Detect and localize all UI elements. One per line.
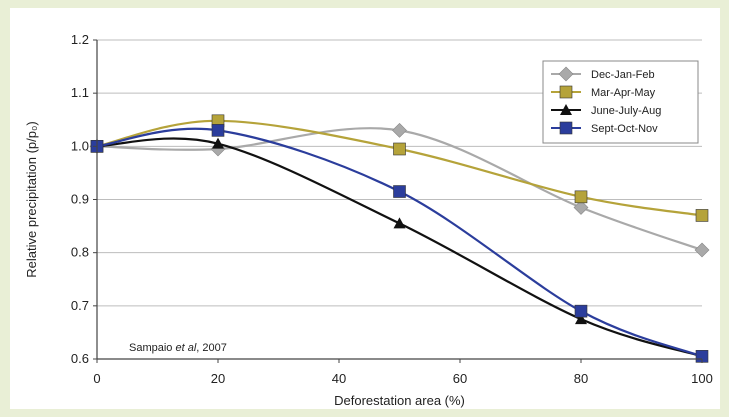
y-tick-label: 1.1 — [71, 85, 89, 100]
tick-labels: 0.6 0.7 0.8 0.9 1.0 1.1 1.2 0 20 40 60 80 100 — [71, 32, 713, 386]
x-tick-label: 20 — [211, 371, 225, 386]
y-tick-label: 1.2 — [71, 32, 89, 47]
series-line — [96, 137, 703, 358]
legend-label: June-July-Aug — [591, 105, 661, 117]
line-chart: 0.6 0.7 0.8 0.9 1.0 1.1 1.2 0 20 40 60 80 100 Relati… — [24, 32, 713, 408]
data-point — [212, 137, 224, 149]
x-tick-label: 100 — [691, 371, 713, 386]
series-sept-oct-nov — [90, 124, 709, 363]
data-point — [211, 124, 225, 137]
data-point — [574, 304, 588, 318]
chart-frame: 0.6 0.7 0.8 0.9 1.0 1.1 1.2 0 20 40 60 80 100 Relati… — [10, 8, 720, 409]
y-axis-label: Relative precipitation (p/p₀) — [24, 121, 39, 277]
grid-lines — [97, 39, 702, 307]
data-point — [575, 313, 587, 325]
legend: Dec-Jan-Feb Mar-Apr-May June-July-Aug Sept-… — [542, 60, 699, 144]
data-point — [393, 142, 406, 156]
legend-marker — [560, 104, 572, 115]
source-annotation: Sampaio et al, 2007 — [129, 342, 227, 354]
y-tick-label: 0.6 — [71, 351, 89, 366]
series-line — [96, 127, 703, 358]
legend-marker — [559, 121, 573, 135]
legend-label: Sept-Oct-Nov — [591, 123, 658, 135]
x-tick-label: 60 — [453, 371, 467, 386]
legend-label: Mar-Apr-May — [591, 87, 656, 99]
series-layer — [89, 114, 710, 363]
data-point — [574, 190, 588, 204]
axes — [93, 39, 703, 363]
data-point — [392, 122, 407, 138]
x-tick-label: 40 — [332, 371, 346, 386]
data-point — [393, 217, 406, 229]
data-point — [573, 200, 589, 215]
legend-marker — [558, 66, 574, 82]
y-tick-label: 0.7 — [71, 298, 89, 313]
legend-marker — [559, 85, 573, 99]
legend-label: Dec-Jan-Feb — [591, 69, 655, 81]
x-axis-label: Deforestation area (%) — [334, 393, 465, 408]
data-point — [695, 209, 709, 222]
y-tick-label: 1.0 — [71, 138, 89, 153]
y-tick-label: 0.9 — [71, 192, 89, 207]
data-point — [694, 242, 710, 258]
y-tick-label: 0.8 — [71, 245, 89, 260]
x-tick-label: 80 — [574, 371, 588, 386]
x-tick-label: 0 — [93, 371, 100, 386]
data-point — [393, 185, 406, 198]
